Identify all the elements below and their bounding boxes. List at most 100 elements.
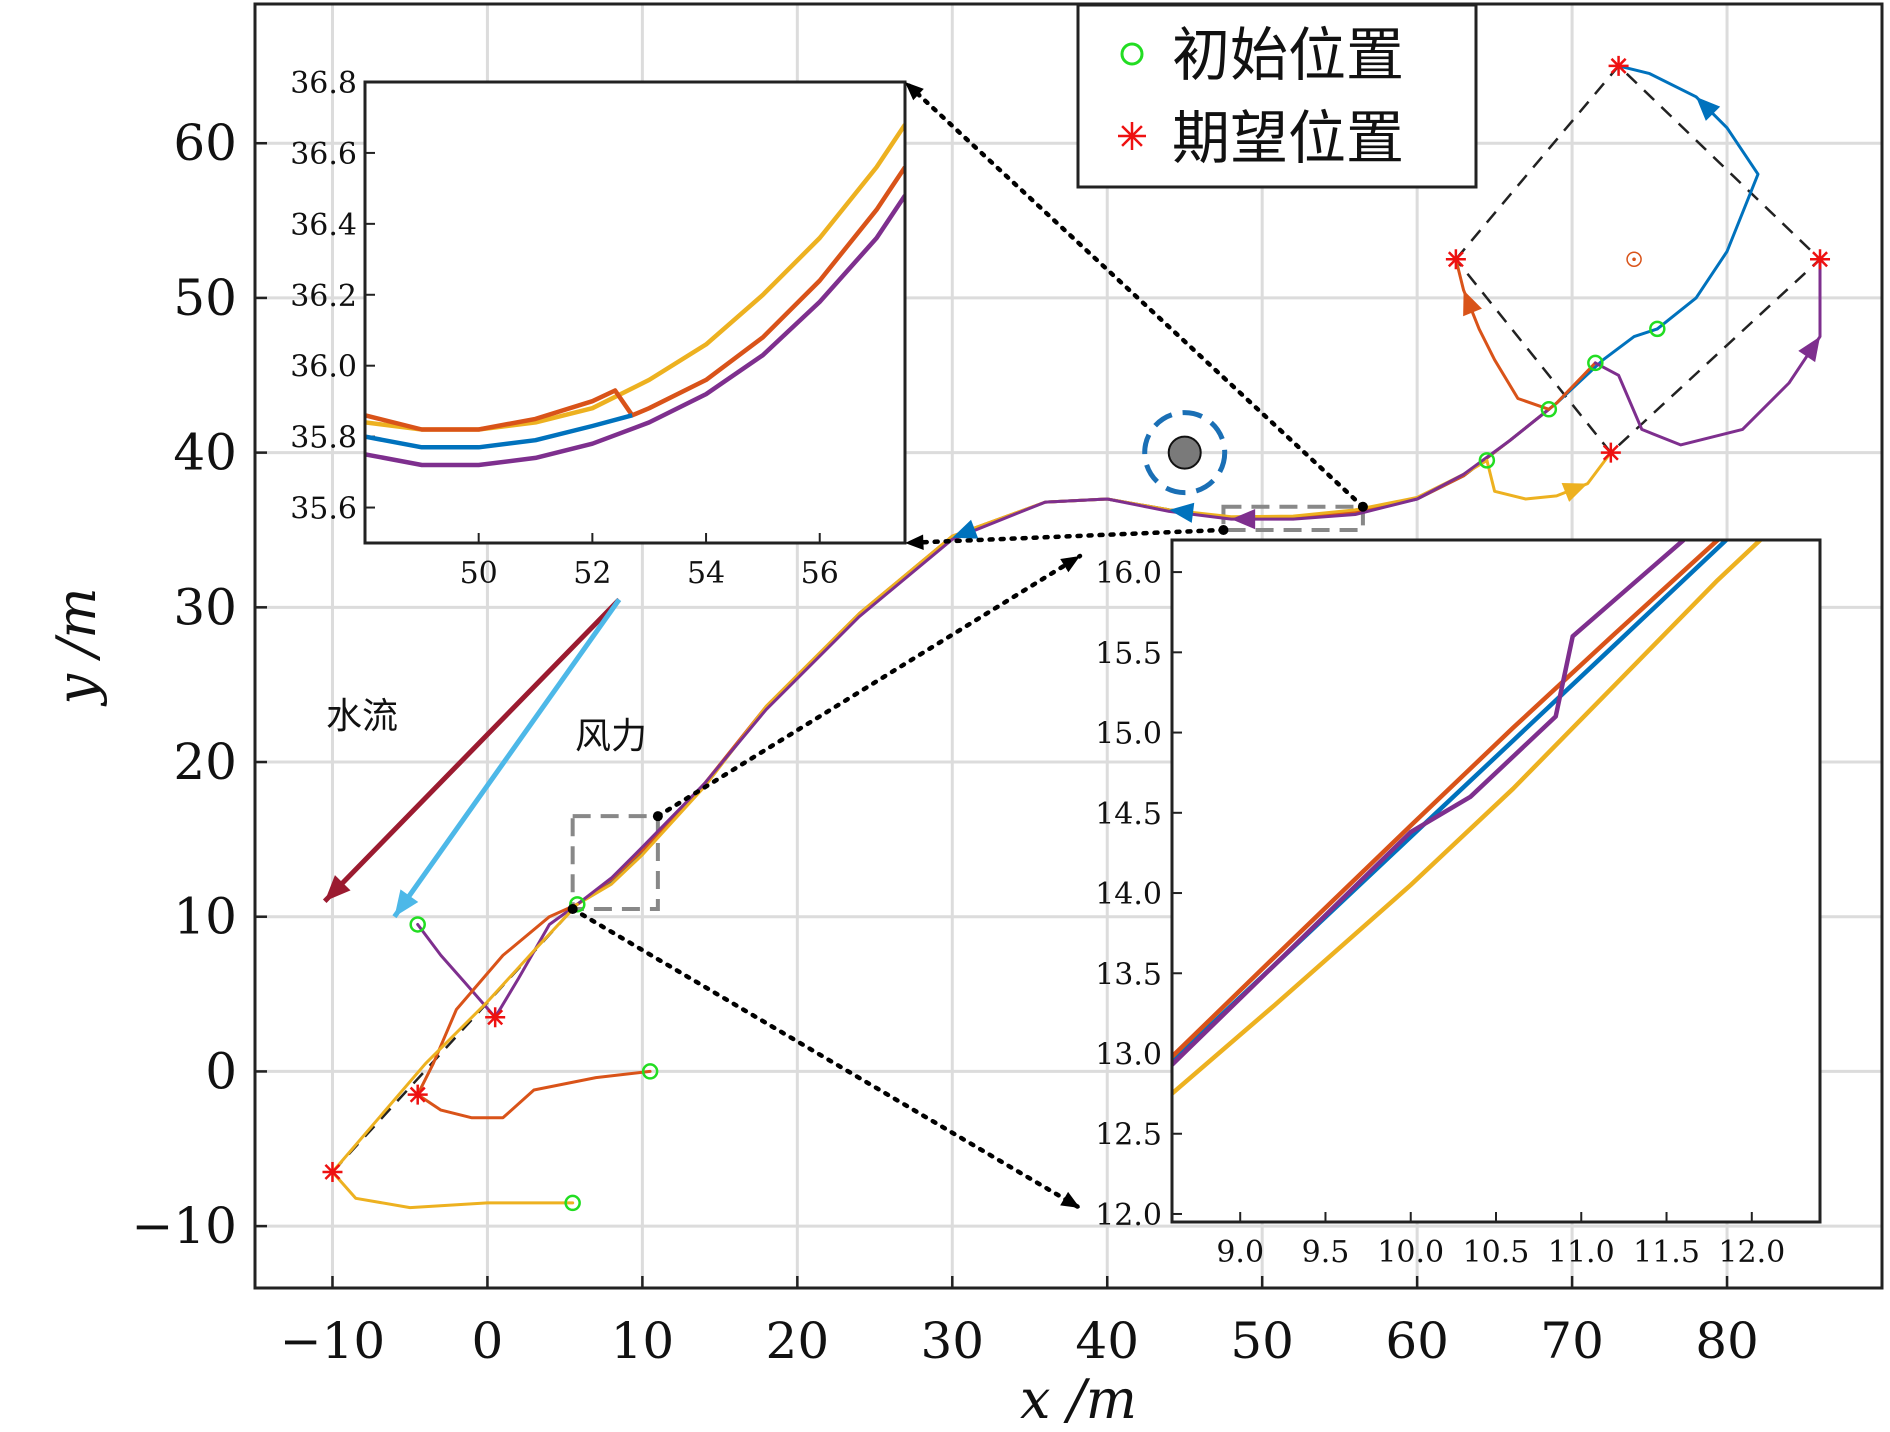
initial-position-marker [409,916,426,933]
y-tick-label: 30 [173,578,237,636]
desired-position-marker [1445,249,1466,270]
trajectory [416,902,652,1120]
main-frame [253,2,1884,1290]
x-tick-label: 50 [1230,1312,1294,1370]
connector-top-upper [902,79,1366,510]
connector-top-lower-origin [1218,524,1229,535]
trajectory-arrowhead [1798,336,1821,363]
asterisk-stroke [1602,444,1619,461]
trajectory [1485,451,1613,501]
inset-bottom-y-tick-label: 12.0 [1095,1198,1162,1233]
inset-top-x-tick-label: 52 [573,556,611,591]
connector-top-upper-origin [1357,501,1368,512]
zoom-box [570,814,660,911]
wind-arrow [392,598,622,919]
legend-box [1076,3,1478,189]
trajectory [1454,257,1551,411]
desired-position-marker [1600,442,1621,463]
asterisk-stroke [1121,125,1143,147]
desired-position-marker [1810,249,1831,270]
x-tick-label: 10 [611,1312,675,1370]
x-tick-label: 0 [472,1312,504,1370]
y-tick-label: −10 [131,1197,237,1255]
formation-center-dot [1632,257,1636,262]
asterisk-stroke [1447,251,1464,268]
inset-top-trajectory [365,413,633,450]
inset-bottom-y-tick-label: 13.5 [1095,957,1162,992]
inset-bottom-x-tick-label: 9.0 [1216,1235,1264,1270]
initial-position-marker [1478,452,1496,469]
inset-bottom-trajectory [1172,540,1762,1096]
y-tick-label: 60 [173,114,237,172]
current-arrow [322,597,621,903]
trajectory-arrowhead [1463,290,1482,317]
x-tick-label: −10 [280,1312,386,1370]
y-tick-label: 40 [173,424,237,482]
initial-position-marker [641,1063,659,1080]
inset-bottom-y-tick-label: 14.0 [1095,877,1162,912]
trajectory-arrowhead [1231,509,1256,530]
x-tick-label: 70 [1540,1312,1604,1370]
inset-bottom-y-tick-label: 12.5 [1095,1118,1162,1153]
inset-top-plot-area [365,82,905,543]
x-tick-label: 80 [1695,1312,1759,1370]
legend-marker-desired [1118,122,1146,150]
inset-top-y-tick-label: 35.6 [290,492,357,527]
asterisk-stroke [324,1164,341,1180]
inset-top-y-tick-label: 36.0 [290,350,357,385]
current-arrow-head [324,875,351,902]
x-tick-label: 60 [1385,1312,1449,1370]
inset-top-y-tick-label: 35.8 [290,421,357,456]
initial-position-marker [1587,354,1604,372]
formation-center-marker [1626,251,1642,268]
asterisk-stroke [1812,251,1828,268]
inset-bottom-frame [1170,538,1822,1224]
inset-bottom-trajectory [1172,540,1686,1067]
inset-top-x-tick-label: 54 [687,556,725,591]
x-axis-label: x /m [1020,1368,1137,1431]
desired-position-marker [322,1161,343,1182]
connectors [567,79,1368,1211]
connector-bottom-lower-head [1060,1191,1080,1208]
inset-bottom-x-tick-label: 10.0 [1377,1235,1444,1270]
trajectory [575,407,1551,906]
trajectory-arrowhead [952,519,979,539]
inset-top-x-tick-label: 56 [801,556,839,591]
y-tick-label: 50 [173,269,237,327]
x-tick-label: 40 [1075,1312,1139,1370]
y-tick-label: 10 [173,888,237,946]
inset-top-data [365,123,905,468]
legend-label-initial: 初始位置 [1172,21,1404,89]
inset-bottom-data [1172,540,1762,1096]
wind-label: 风力 [575,716,647,757]
current-label: 水流 [326,696,398,737]
connector-top-lower-head [905,534,924,551]
obstacle-safety-ring [1142,410,1228,496]
inset-top-trajectory [365,194,905,468]
inset-bottom-trajectory [1172,540,1720,1059]
desired-position-marker [485,1007,506,1028]
inset-top-y-tick-label: 36.6 [290,137,357,172]
x-tick-label: 20 [766,1312,830,1370]
wind-arrow-head [394,889,419,917]
trajectory-arrowhead [1696,96,1721,121]
x-tick-label: 30 [920,1312,984,1370]
y-tick-label: 0 [205,1042,237,1100]
desired-position-marker [1608,55,1629,76]
inset-bottom-x-tick-label: 10.5 [1463,1235,1530,1270]
inset-top-y-tick-label: 36.8 [290,66,357,101]
inset-bottom: 9.0 9.5 10.0 10.5 11.0 11.5 12.0 12.0 12.5 13.0 13… [1095,538,1822,1270]
connector-bottom-upper-origin [652,811,663,822]
inset-top-y-tick-label: 36.2 [290,279,357,314]
inset-bottom-y-tick-label: 13.0 [1095,1038,1162,1073]
inset-top-x-tick-label: 50 [460,556,498,591]
inset-bottom-y-tick-label: 16.0 [1095,556,1162,591]
inset-bottom-y-tick-label: 15.0 [1095,717,1162,752]
legend-marker-initial [1120,42,1144,66]
asterisk-stroke [409,1086,426,1103]
inset-bottom-x-tick-label: 9.5 [1302,1235,1350,1270]
asterisk-stroke [487,1009,504,1026]
initial-position-marker [1540,401,1558,418]
